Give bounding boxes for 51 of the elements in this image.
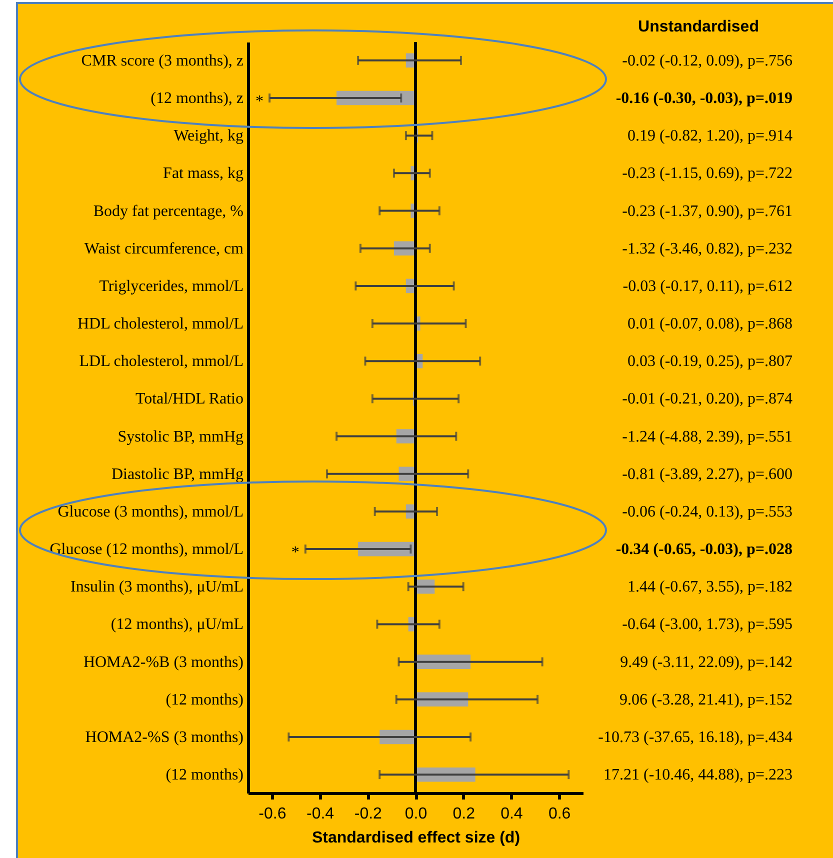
y-tick-label: CMR score (3 months), z [81, 52, 244, 70]
y2-tick-label: -0.81 (-3.89, 2.27), p=.600 [622, 466, 792, 483]
x-axis-title: Standardised effect size (d) [312, 830, 520, 846]
y-tick-label: HOMA2-%S (3 months) [85, 728, 244, 746]
y2-tick-label: 17.21 (-10.46, 44.88), p=.223 [603, 766, 792, 784]
y2-tick-label: -0.06 (-0.24, 0.13), p=.553 [622, 503, 792, 520]
y2-tick-label: 0.19 (-0.82, 1.20), p=.914 [627, 128, 792, 145]
y2-tick-label: -0.23 (-1.37, 0.90), p=.761 [622, 202, 792, 220]
y-tick-label: Triglycerides, mmol/L [99, 278, 244, 295]
y-tick-label: Insulin (3 months), μU/mL [70, 578, 244, 596]
y-tick-label: Glucose (3 months), mmol/L [58, 503, 244, 520]
x-tick-label: 0.6 [548, 806, 571, 822]
y2-tick-label: 1.44 (-0.67, 3.55), p=.182 [627, 578, 792, 596]
x-tick-label: -0.4 [306, 806, 334, 822]
y2-tick-label: 9.06 (-3.28, 21.41), p=.152 [619, 691, 792, 708]
y2-tick-label: -0.16 (-0.30, -0.03), p=.019 [616, 90, 792, 108]
y2-tick-label: -0.64 (-3.00, 1.73), p=.595 [622, 616, 792, 634]
x-tick-label: -0.2 [354, 806, 382, 822]
y2-tick-label: 0.01 (-0.07, 0.08), p=.868 [627, 316, 792, 333]
x-tick-label: 0.4 [500, 806, 523, 822]
y-tick-label: (12 months), μU/mL [110, 616, 244, 634]
y2-tick-label: -1.32 (-3.46, 0.82), p=.232 [622, 240, 792, 258]
y-tick-label: Diastolic BP, mmHg [111, 466, 244, 483]
y2-tick-label: -0.01 (-0.21, 0.20), p=.874 [622, 390, 792, 408]
y-tick-label: (12 months), z [150, 90, 244, 108]
y-tick-label: (12 months) [166, 766, 244, 784]
y2-tick-label: -0.02 (-0.12, 0.09), p=.756 [622, 52, 792, 70]
annotation: * [291, 544, 300, 562]
annotation: * [256, 93, 264, 110]
y2-tick-label: -0.03 (-0.17, 0.11), p=.612 [622, 278, 792, 295]
x-tick-label: -0.6 [258, 806, 286, 822]
y-tick-label: HOMA2-%B (3 months) [84, 654, 244, 671]
y2-tick-label: -0.23 (-1.15, 0.69), p=.722 [622, 165, 792, 182]
y-tick-label: LDL cholesterol, mmol/L [79, 353, 244, 370]
y-tick-label: Total/HDL Ratio [135, 390, 244, 408]
y-tick-label: Fat mass, kg [163, 165, 244, 182]
x-tick-label: 0.0 [404, 806, 428, 822]
y-tick-label: HDL cholesterol, mmol/L [77, 316, 244, 333]
y2-tick-label: 9.49 (-3.11, 22.09), p=.142 [620, 654, 792, 671]
y-tick-label: Weight, kg [174, 128, 244, 145]
y-tick-label: Waist circumference, cm [84, 240, 244, 258]
y2-tick-label: 0.03 (-0.19, 0.25), p=.807 [627, 353, 792, 370]
y-tick-label: Body fat percentage, % [93, 202, 244, 220]
y-tick-label: (12 months) [166, 691, 244, 708]
y-tick-label: Glucose (12 months), mmol/L [50, 541, 244, 558]
x-tick-label: 0.2 [452, 806, 476, 822]
y2-tick-label: -10.73 (-37.65, 16.18), p=.434 [598, 728, 792, 746]
y2-tick-label: -1.24 (-4.88, 2.39), p=.551 [622, 428, 792, 446]
y2-axis-title: Unstandardised [638, 18, 759, 36]
y-tick-label: Systolic BP, mmHg [118, 428, 244, 446]
y2-tick-label: -0.34 (-0.65, -0.03), p=.028 [616, 541, 792, 558]
